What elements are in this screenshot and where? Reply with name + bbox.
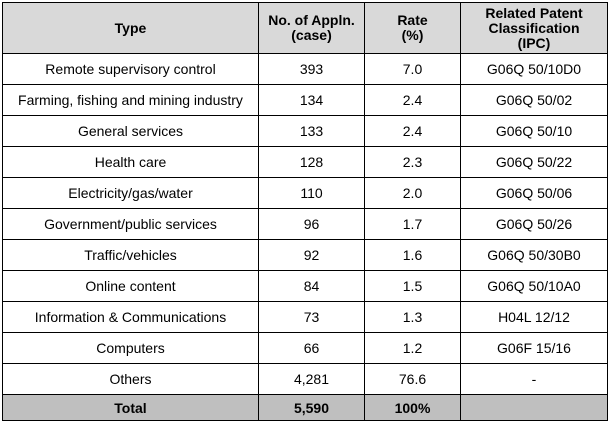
cell-type: Government/public services <box>2 208 259 240</box>
header-row: Type No. of Appln. (case) Rate (%) Relat… <box>2 2 608 54</box>
table-row: Government/public services 96 1.7 G06Q 50/2… <box>2 208 608 240</box>
header-count: No. of Appln. (case) <box>258 2 365 54</box>
cell-rate: 1.3 <box>364 301 461 333</box>
table-row: Traffic/vehicles 92 1.6 G06Q 50/30B0 <box>2 239 608 271</box>
cell-rate: 2.0 <box>364 177 461 209</box>
cell-ipc: G06Q 50/22 <box>460 146 608 178</box>
cell-rate: 1.6 <box>364 239 461 271</box>
cell-ipc: G06Q 50/30B0 <box>460 239 608 271</box>
cell-type: Health care <box>2 146 259 178</box>
table-row: General services 133 2.4 G06Q 50/10 <box>2 115 608 147</box>
header-type: Type <box>2 2 259 54</box>
cell-ipc: H04L 12/12 <box>460 301 608 333</box>
cell-ipc: G06Q 50/10 <box>460 115 608 147</box>
cell-count: 128 <box>258 146 365 178</box>
cell-rate: 2.3 <box>364 146 461 178</box>
cell-ipc: G06Q 50/06 <box>460 177 608 209</box>
total-count: 5,590 <box>258 394 365 421</box>
cell-count: 134 <box>258 84 365 116</box>
header-rate: Rate (%) <box>364 2 461 54</box>
cell-type: Others <box>2 363 259 395</box>
cell-rate: 2.4 <box>364 84 461 116</box>
cell-count: 133 <box>258 115 365 147</box>
cell-ipc: G06Q 50/10A0 <box>460 270 608 302</box>
cell-ipc: G06F 15/16 <box>460 332 608 364</box>
table-row: Others 4,281 76.6- <box>2 363 608 395</box>
table-row: Remote supervisory control 393 7.0 G06Q 50/… <box>2 53 608 85</box>
total-row: Total 5,590 100% <box>2 394 608 421</box>
cell-type: Computers <box>2 332 259 364</box>
total-label: Total <box>2 394 259 421</box>
cell-count: 92 <box>258 239 365 271</box>
cell-rate: 1.5 <box>364 270 461 302</box>
cell-type: Farming, fishing and mining industry <box>2 84 259 116</box>
cell-type: Electricity/gas/water <box>2 177 259 209</box>
cell-ipc: G06Q 50/02 <box>460 84 608 116</box>
cell-type: Traffic/vehicles <box>2 239 259 271</box>
cell-count: 110 <box>258 177 365 209</box>
table-row: Online content 84 1.5 G06Q 50/10A0 <box>2 270 608 302</box>
cell-type: Information & Communications <box>2 301 259 333</box>
header-ipc: Related Patent Classification (IPC) <box>460 2 608 54</box>
cell-type: Online content <box>2 270 259 302</box>
cell-rate: 2.4 <box>364 115 461 147</box>
cell-ipc: G06Q 50/10D0 <box>460 53 608 85</box>
cell-ipc: - <box>460 363 608 395</box>
cell-ipc: G06Q 50/26 <box>460 208 608 240</box>
total-ipc <box>460 394 608 421</box>
cell-count: 66 <box>258 332 365 364</box>
table-row: Electricity/gas/water 110 2.0 G06Q 50/06 <box>2 177 608 209</box>
cell-rate: 1.2 <box>364 332 461 364</box>
cell-rate: 7.0 <box>364 53 461 85</box>
cell-count: 84 <box>258 270 365 302</box>
total-rate: 100% <box>364 394 461 421</box>
table-row: Computers 66 1.2 G06F 15/16 <box>2 332 608 364</box>
table-row: Farming, fishing and mining industry 134 2… <box>2 84 608 116</box>
cell-count: 4,281 <box>258 363 365 395</box>
cell-count: 393 <box>258 53 365 85</box>
cell-type: Remote supervisory control <box>2 53 259 85</box>
table-row: Information & Communications 73 1.3 H04L 12… <box>2 301 608 333</box>
table-body: Remote supervisory control 393 7.0 G06Q 50/… <box>2 53 608 395</box>
cell-count: 96 <box>258 208 365 240</box>
cell-rate: 1.7 <box>364 208 461 240</box>
cell-count: 73 <box>258 301 365 333</box>
table-row: Health care 128 2.3 G06Q 50/22 <box>2 146 608 178</box>
cell-type: General services <box>2 115 259 147</box>
cell-rate: 76.6 <box>364 363 461 395</box>
